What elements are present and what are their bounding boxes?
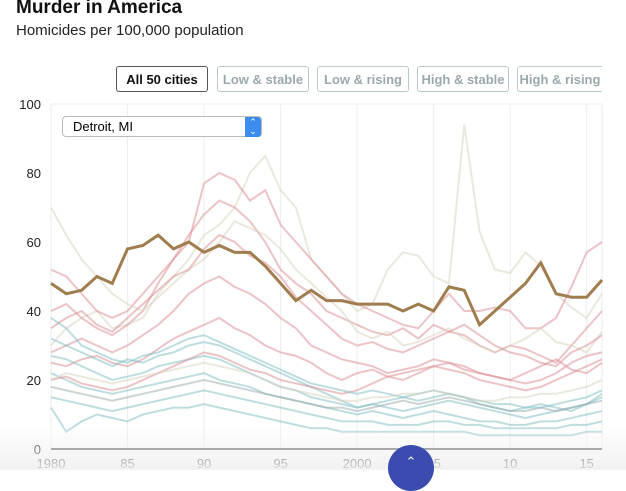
chevron-updown-icon: ⌃ ⌄ [245, 117, 261, 137]
y-tick-label: 60 [27, 235, 41, 250]
filter-low-stable[interactable]: Low & stable [217, 66, 309, 92]
y-tick-label: 80 [27, 166, 41, 181]
chart-title: Murder in America [16, 0, 183, 18]
x-tick-label: 10 [503, 456, 517, 470]
y-tick-label: 0 [34, 442, 41, 457]
filter-all-cities[interactable]: All 50 cities [116, 66, 208, 92]
city-series-line [50, 171, 603, 330]
city-series-line [50, 361, 603, 402]
filter-high-rising[interactable]: High & rising [517, 66, 602, 92]
y-tick-label: 100 [19, 97, 41, 112]
x-tick-label: 85 [120, 456, 134, 470]
city-series-line [50, 275, 603, 385]
highlighted-series-line [50, 233, 604, 328]
city-series-line [50, 316, 603, 392]
x-tick-label: 1980 [37, 456, 66, 470]
city-select[interactable]: Detroit, MI ⌃ ⌄ [62, 116, 262, 137]
y-tick-label: 40 [27, 304, 41, 319]
x-tick-label: 90 [197, 456, 211, 470]
x-tick-label: 15 [579, 456, 593, 470]
filter-low-rising[interactable]: Low & rising [317, 66, 409, 92]
filter-high-stable[interactable]: High & stable [417, 66, 509, 92]
y-tick-label: 20 [27, 373, 41, 388]
x-tick-label: 95 [273, 456, 287, 470]
city-series-line [50, 207, 603, 354]
chevron-up-icon: ⌃ [405, 454, 417, 469]
chart-subtitle: Homicides per 100,000 population [16, 22, 244, 39]
city-series-line [50, 351, 603, 395]
city-series-line [50, 317, 603, 409]
city-series-line [50, 199, 603, 364]
x-tick-label: 2000 [343, 456, 372, 470]
city-series-line [50, 337, 603, 419]
city-series-line [50, 233, 603, 368]
line-chart: 19808590952000051015020406080100 [19, 97, 604, 470]
city-select-value: Detroit, MI [73, 119, 133, 134]
scroll-to-top-button[interactable]: ⌃ [388, 445, 434, 491]
city-series-line [50, 378, 603, 413]
